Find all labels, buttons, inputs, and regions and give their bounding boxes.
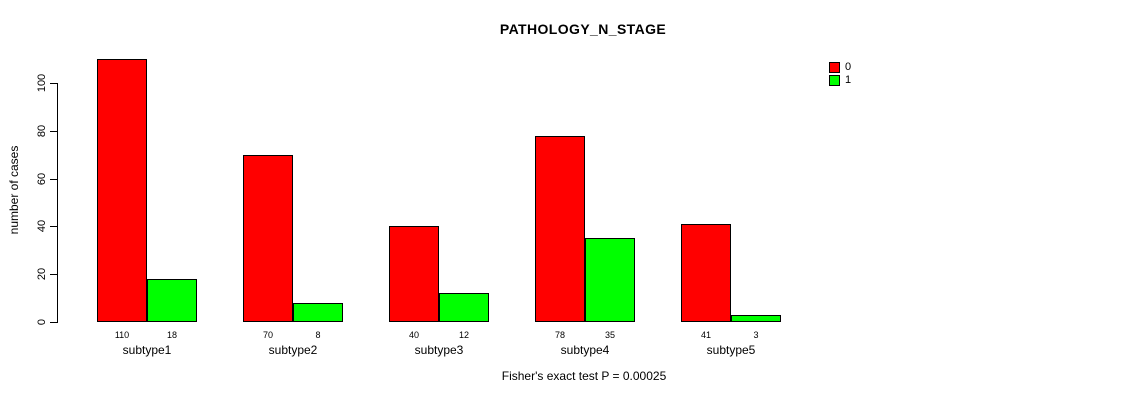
- bar-subtype3-series-0: [389, 226, 439, 322]
- stat-test-footer: Fisher's exact test P = 0.00025: [501, 369, 667, 383]
- bar-count-label: 8: [315, 330, 321, 340]
- y-tick-mark: [50, 322, 57, 323]
- bar-subtype1-series-0: [97, 59, 147, 322]
- bar-subtype5-series-1: [731, 315, 781, 322]
- bar-subtype2-series-0: [243, 155, 293, 322]
- bar-subtype3-series-1: [439, 293, 489, 322]
- bar-count-label: 35: [604, 330, 616, 340]
- category-label-subtype3: subtype3: [414, 343, 464, 357]
- bar-count-label: 40: [408, 330, 420, 340]
- bar-count-label: 18: [166, 330, 178, 340]
- y-tick-mark: [50, 274, 57, 275]
- bar-subtype5-series-0: [681, 224, 731, 322]
- y-tick-mark: [50, 83, 57, 84]
- y-tick-label: 20: [36, 267, 48, 281]
- category-label-subtype1: subtype1: [122, 343, 172, 357]
- y-tick-label: 80: [36, 124, 48, 138]
- y-axis-line: [57, 83, 58, 323]
- y-tick-mark: [50, 179, 57, 180]
- bar-count-label: 70: [262, 330, 274, 340]
- bar-count-label: 78: [554, 330, 566, 340]
- bar-subtype1-series-1: [147, 279, 197, 322]
- y-tick-label: 60: [36, 172, 48, 186]
- y-tick-mark: [50, 226, 57, 227]
- category-label-subtype2: subtype2: [268, 343, 318, 357]
- category-label-subtype4: subtype4: [560, 343, 610, 357]
- bar-subtype4-series-1: [585, 238, 635, 322]
- legend-item-0: 0: [829, 62, 851, 73]
- y-tick-label: 100: [36, 73, 48, 93]
- legend-label: 1: [845, 74, 852, 86]
- bar-count-label: 3: [753, 330, 759, 340]
- bar-count-label: 41: [700, 330, 712, 340]
- legend-swatch-icon: [829, 75, 840, 86]
- y-tick-label: 40: [36, 219, 48, 233]
- y-tick-mark: [50, 131, 57, 132]
- chart-title: PATHOLOGY_N_STAGE: [499, 21, 667, 37]
- bar-count-label: 12: [458, 330, 470, 340]
- category-label-subtype5: subtype5: [706, 343, 756, 357]
- legend-swatch-icon: [829, 62, 840, 73]
- legend-label: 0: [845, 61, 852, 73]
- legend-item-1: 1: [829, 75, 851, 86]
- bar-count-label: 110: [114, 330, 130, 340]
- bar-subtype2-series-1: [293, 303, 343, 322]
- bar-subtype4-series-0: [535, 136, 585, 322]
- y-tick-label: 0: [36, 318, 48, 326]
- y-axis-label: number of cases: [7, 145, 21, 235]
